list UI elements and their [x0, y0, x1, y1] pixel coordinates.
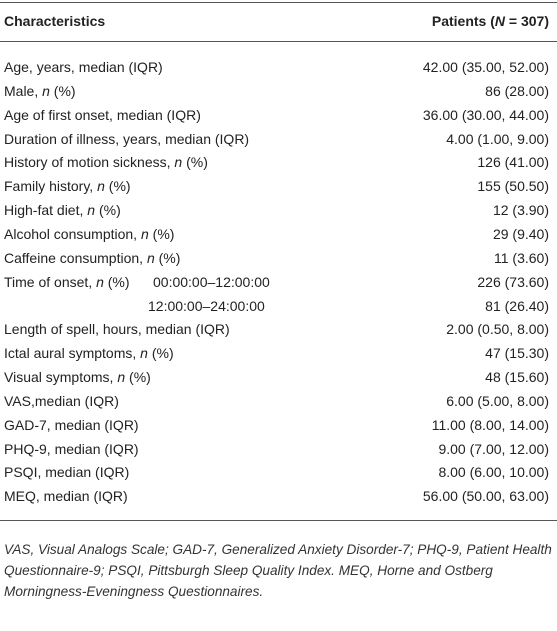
row-value: 29 (9.40)	[492, 225, 549, 242]
text-segment: Age, years, median (IQR)	[4, 59, 163, 75]
text-segment: n	[140, 225, 149, 242]
text-segment: High-fat diet,	[4, 202, 88, 219]
text-segment: (%)	[147, 345, 174, 362]
text-segment: Characteristics	[4, 13, 106, 29]
row-value: 126 (41.00)	[477, 154, 549, 171]
row-value: 47 (15.30)	[485, 345, 549, 362]
row-value: 81 (26.40)	[485, 297, 549, 314]
text-segment: Visual symptoms,	[4, 369, 118, 386]
row-label: Age, years, median (IQR)	[4, 58, 163, 76]
text-segment: (%)	[182, 154, 208, 171]
text-segment: Patients (	[431, 13, 495, 29]
row-label: PSQI, median (IQR)	[4, 463, 129, 481]
text-segment: (%)	[125, 369, 151, 386]
row-value: 86 (28.00)	[485, 82, 549, 99]
text-segment: n	[87, 202, 96, 219]
row-value: 48 (15.60)	[485, 369, 549, 386]
row-value: 11.00 (8.00, 14.00)	[431, 416, 549, 433]
text-segment: Length of spell, hours, median (IQR)	[4, 321, 230, 338]
row-label: GAD-7, median (IQR)	[4, 416, 139, 434]
row-label: Visual symptoms, n (%)	[4, 368, 151, 386]
text-segment: (%)	[154, 249, 181, 266]
text-segment: VAS,median (IQR)	[4, 392, 119, 409]
row-label: Male, n (%)	[4, 82, 76, 100]
row-label: Family history, n (%)	[4, 177, 131, 195]
text-segment: PHQ-9, median (IQR)	[4, 440, 139, 457]
row-label: Time of onset, n (%)	[4, 273, 130, 291]
text-segment: Alcohol consumption,	[4, 225, 141, 242]
text-segment: Family history,	[4, 178, 98, 195]
row-value: 8.00 (6.00, 10.00)	[438, 464, 549, 481]
text-segment: = 307)	[505, 13, 549, 29]
text-segment: (%)	[95, 202, 121, 219]
text-segment: (%)	[104, 178, 131, 195]
row-label: High-fat diet, n (%)	[4, 201, 121, 219]
text-segment: (%)	[103, 273, 130, 290]
footnote: VAS, Visual Analogs Scale; GAD-7, Genera…	[4, 542, 552, 599]
row-label: Age of first onset, median (IQR)	[4, 106, 201, 124]
row-value: 11 (3.60)	[494, 249, 549, 266]
text-segment: (%)	[49, 82, 76, 99]
row-value: 9.00 (7.00, 12.00)	[438, 440, 549, 457]
text-segment: (%)	[148, 225, 175, 242]
top-rule	[0, 2, 557, 3]
text-segment: n	[42, 82, 50, 99]
row-value: 226 (73.60)	[477, 273, 549, 290]
row-value: 4.00 (1.00, 9.00)	[446, 130, 549, 147]
row-label: Duration of illness, years, median (IQR)	[4, 130, 249, 148]
row-sublabel: 12:00:00–24:00:00	[148, 297, 265, 314]
text-segment: n	[146, 249, 155, 266]
row-value: 2.00 (0.50, 8.00)	[446, 321, 549, 338]
text-segment: Duration of illness, years, median (IQR)	[4, 130, 250, 147]
text-segment: MEQ, median (IQR)	[4, 488, 128, 505]
text-segment: GAD-7, median (IQR)	[4, 416, 139, 433]
row-sublabel: 00:00:00–12:00:00	[153, 273, 270, 290]
row-label: Caffeine consumption, n (%)	[4, 249, 180, 267]
bottom-rule	[0, 520, 557, 521]
row-value: 42.00 (35.00, 52.00)	[422, 59, 549, 75]
text-segment: n	[174, 154, 183, 171]
row-value: 6.00 (5.00, 8.00)	[446, 392, 549, 409]
text-segment: Age of first onset, median (IQR)	[4, 106, 201, 123]
row-label: VAS,median (IQR)	[4, 392, 119, 410]
row-label: Length of spell, hours, median (IQR)	[4, 320, 230, 338]
row-label: History of motion sickness, n (%)	[4, 153, 208, 171]
text-segment: Ictal aural symptoms,	[4, 345, 141, 362]
row-value: 56.00 (50.00, 63.00)	[422, 488, 549, 505]
row-value: 12 (3.90)	[492, 202, 549, 219]
text-segment: N	[494, 13, 506, 29]
header-value: Patients (N = 307)	[432, 12, 549, 30]
header-label: Characteristics	[4, 12, 105, 30]
text-segment: n	[140, 345, 148, 362]
text-segment: n	[96, 273, 104, 290]
text-segment: Caffeine consumption,	[4, 249, 147, 266]
row-value: 155 (50.50)	[477, 178, 549, 195]
text-segment: Time of onset,	[4, 273, 97, 290]
text-segment: Male,	[4, 82, 43, 99]
text-segment: n	[117, 369, 126, 386]
row-label: PHQ-9, median (IQR)	[4, 440, 139, 458]
row-label: Alcohol consumption, n (%)	[4, 225, 174, 243]
text-segment: n	[97, 178, 105, 195]
text-segment: PSQI, median (IQR)	[4, 464, 130, 481]
row-label: Ictal aural symptoms, n (%)	[4, 344, 174, 362]
row-label: MEQ, median (IQR)	[4, 487, 128, 505]
header-rule	[0, 41, 557, 42]
row-value: 36.00 (30.00, 44.00)	[422, 106, 549, 123]
text-segment: History of motion sickness,	[4, 154, 175, 171]
